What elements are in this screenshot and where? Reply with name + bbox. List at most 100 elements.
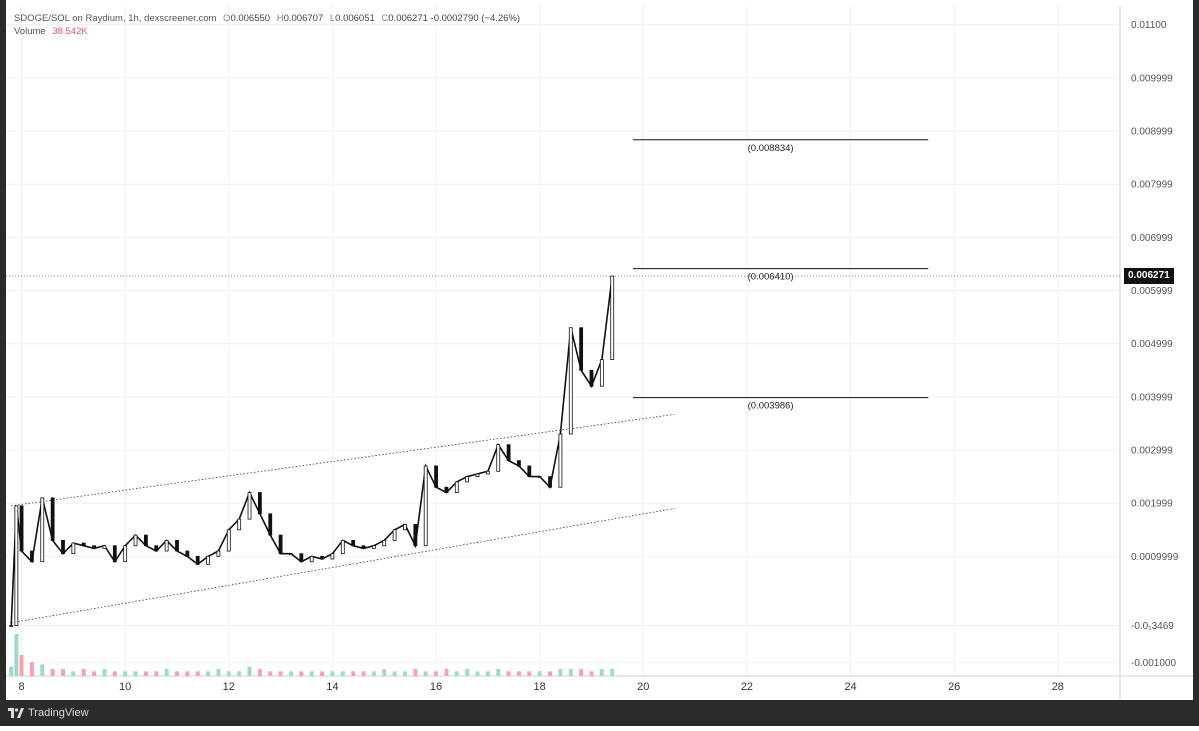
legend-volume-label: Volume: [14, 26, 46, 37]
candle-body[interactable]: [465, 476, 470, 483]
candle-body[interactable]: [454, 481, 459, 493]
x-tick-label: 22: [741, 681, 753, 693]
x-tick-label: 24: [844, 681, 856, 693]
x-tick-label: 12: [223, 681, 235, 693]
candle-body[interactable]: [309, 555, 314, 563]
candle-body[interactable]: [485, 470, 490, 475]
volume-bar: [247, 666, 252, 676]
candle-body[interactable]: [185, 550, 190, 557]
candle-body[interactable]: [475, 473, 480, 477]
target-level-label: (0.003986): [748, 401, 794, 412]
volume-bar: [351, 671, 356, 676]
candle-body[interactable]: [81, 542, 86, 547]
candle-body[interactable]: [382, 540, 387, 547]
candle-body[interactable]: [444, 486, 449, 493]
volume-bar: [402, 671, 407, 676]
candle-body[interactable]: [71, 542, 76, 555]
candle-body[interactable]: [423, 465, 428, 547]
tradingview-logo-icon: [8, 708, 24, 718]
candle-body[interactable]: [206, 555, 210, 565]
volume-bar: [548, 671, 553, 676]
legend-close-value: 0.006271: [388, 13, 428, 24]
tradingview-logo[interactable]: TradingView: [8, 700, 89, 726]
candle-body[interactable]: [506, 444, 511, 462]
candle-body[interactable]: [527, 465, 532, 477]
candle-body[interactable]: [434, 465, 438, 488]
y-tick-label: 0.001999: [1131, 499, 1173, 510]
candle-body[interactable]: [154, 545, 159, 552]
candle-body[interactable]: [195, 555, 200, 565]
candle-body[interactable]: [558, 433, 563, 488]
candle-body[interactable]: [413, 524, 418, 547]
candle-body[interactable]: [289, 553, 293, 556]
volume-bar: [143, 671, 148, 676]
candle-body[interactable]: [548, 476, 552, 488]
candle-body[interactable]: [9, 625, 14, 627]
volume-bar: [475, 671, 480, 676]
candle-body[interactable]: [320, 555, 324, 560]
candle-body[interactable]: [19, 505, 24, 552]
candle-body[interactable]: [40, 497, 45, 563]
candle-body[interactable]: [216, 550, 221, 557]
volume-bar: [50, 669, 55, 676]
volume-bar: [558, 669, 563, 676]
candle-body[interactable]: [278, 534, 283, 555]
frame-right: [1193, 0, 1199, 700]
candle-body[interactable]: [50, 497, 55, 541]
candle-body[interactable]: [112, 545, 117, 563]
candle-body[interactable]: [247, 492, 252, 520]
x-tick-label: 28: [1052, 681, 1064, 693]
y-tick-label: 0.01100: [1131, 20, 1167, 31]
volume-bar: [392, 671, 397, 676]
legend-open-label: O: [223, 13, 231, 24]
candle-body[interactable]: [257, 492, 262, 515]
candle-body[interactable]: [496, 444, 501, 472]
volume-bar: [579, 669, 584, 676]
candle-body[interactable]: [237, 518, 242, 531]
candle-body[interactable]: [610, 275, 615, 361]
candle-body[interactable]: [61, 540, 65, 555]
candle-body[interactable]: [123, 545, 128, 563]
legend-low-label: L: [329, 13, 336, 24]
x-tick-label: 10: [119, 681, 131, 693]
candle-body[interactable]: [30, 550, 34, 563]
candle-body[interactable]: [268, 513, 273, 536]
y-tick-label: 0.003999: [1131, 392, 1173, 403]
candle-body[interactable]: [589, 369, 594, 387]
candle-body[interactable]: [133, 534, 138, 547]
channel-trendline[interactable]: [11, 508, 675, 624]
candle-body[interactable]: [579, 327, 584, 371]
candle-body[interactable]: [226, 529, 231, 552]
candle-body[interactable]: [92, 545, 96, 549]
candle-body[interactable]: [599, 359, 604, 387]
channel-trendline[interactable]: [11, 413, 675, 507]
candle-body[interactable]: [299, 553, 304, 563]
candle-body[interactable]: [164, 540, 169, 552]
x-tick-label: 18: [534, 681, 546, 693]
candle-body[interactable]: [175, 540, 179, 552]
candle-body[interactable]: [392, 529, 397, 541]
y-tick-label: 0.004999: [1131, 339, 1173, 350]
candle-body[interactable]: [143, 534, 148, 547]
legend-change: -0.0002790 (−4.26%): [430, 13, 521, 24]
candle-body[interactable]: [361, 545, 366, 549]
candle-body[interactable]: [14, 505, 19, 626]
volume-bar: [81, 669, 86, 676]
candle-body[interactable]: [351, 540, 356, 547]
volume-bar: [195, 671, 200, 676]
volume-bar: [434, 671, 439, 676]
candle-body[interactable]: [568, 327, 573, 435]
volume-bar: [382, 669, 387, 676]
y-tick-label: 0.002999: [1131, 446, 1173, 457]
candle-body[interactable]: [403, 524, 407, 531]
price-series-line[interactable]: [10, 276, 613, 626]
candle-body[interactable]: [330, 553, 335, 560]
candle-body[interactable]: [340, 540, 345, 555]
candle-body[interactable]: [537, 476, 542, 478]
volume-bar: [568, 669, 573, 676]
candle-body[interactable]: [517, 460, 521, 467]
candle-body[interactable]: [371, 545, 376, 549]
candle-body[interactable]: [102, 545, 107, 549]
